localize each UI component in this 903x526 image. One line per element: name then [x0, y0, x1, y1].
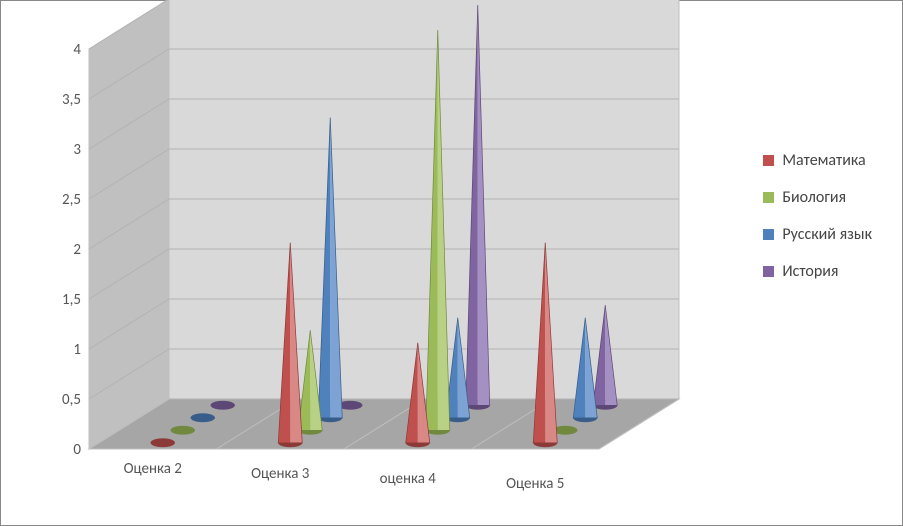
- chart-frame: 0 0,5 1 1,5 2 2,5 3 3,5 4 Оценка 2 Оценка 3 оценка …: [0, 0, 903, 526]
- legend-label: История: [782, 262, 838, 281]
- y-tick-label: 2: [73, 241, 81, 259]
- y-tick-label: 1,5: [62, 291, 81, 309]
- category-label: оценка 4: [380, 470, 437, 488]
- legend-swatch: [763, 229, 774, 240]
- y-tick-label: 4: [73, 41, 81, 59]
- y-tick-label: 0: [73, 441, 81, 459]
- chart-svg: 0 0,5 1 1,5 2 2,5 3 3,5 4 Оценка 2 Оценка 3 оценка …: [39, 19, 689, 499]
- legend-label: Биология: [782, 188, 846, 207]
- y-tick-label: 3,5: [62, 91, 81, 109]
- y-tick-label: 3: [73, 141, 81, 159]
- legend-item: Русский язык: [763, 225, 872, 244]
- legend-label: Математика: [782, 151, 865, 170]
- y-tick-label: 1: [73, 341, 81, 359]
- y-tick-label: 2,5: [62, 191, 81, 209]
- category-label: Оценка 5: [506, 475, 564, 493]
- legend-item: Математика: [763, 151, 872, 170]
- y-tick-label: 0,5: [62, 391, 81, 409]
- legend-item: Биология: [763, 188, 872, 207]
- legend-swatch: [763, 192, 774, 203]
- plot-area: 0 0,5 1 1,5 2 2,5 3 3,5 4 Оценка 2 Оценка 3 оценка …: [39, 19, 689, 499]
- legend-swatch: [763, 266, 774, 277]
- category-label: Оценка 3: [251, 465, 310, 483]
- category-label: Оценка 2: [124, 460, 182, 478]
- legend-label: Русский язык: [782, 225, 872, 244]
- legend-item: История: [763, 262, 872, 281]
- legend-swatch: [763, 155, 774, 166]
- legend: Математика Биология Русский язык История: [763, 151, 872, 299]
